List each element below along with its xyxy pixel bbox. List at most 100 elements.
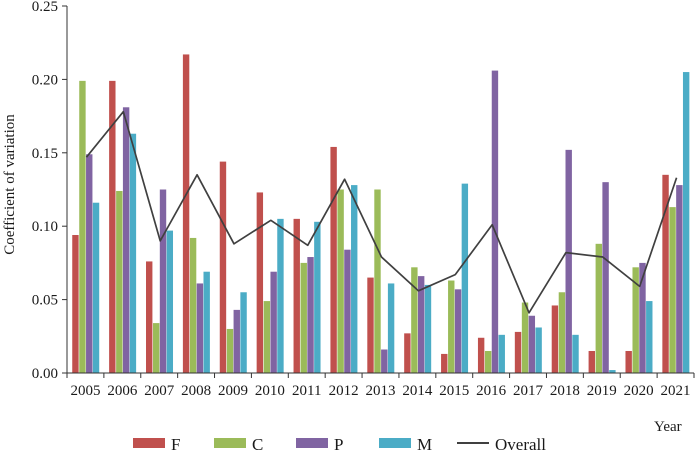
x-tick-label: 2020 (624, 383, 654, 399)
bar-P-2009 (233, 309, 240, 373)
y-tick-label: 0.25 (32, 0, 58, 15)
bar-C-2007 (153, 323, 160, 373)
bar-F-2014 (404, 333, 411, 373)
bar-M-2010 (277, 218, 284, 373)
bar-M-2021 (682, 72, 690, 373)
plot-area (72, 54, 690, 374)
legend-swatch-C (214, 438, 246, 448)
bar-C-2021 (669, 207, 676, 373)
bar-M-2007 (166, 230, 174, 373)
legend-swatch-P (296, 438, 328, 448)
x-axis-title: Year (654, 419, 682, 435)
bar-F-2013 (367, 277, 374, 373)
bar-M-2019 (609, 370, 616, 373)
x-tick-label: 2010 (255, 383, 285, 399)
bar-C-2015 (448, 280, 455, 373)
legend-swatch-F (133, 438, 165, 448)
y-tick-label: 0.15 (32, 146, 58, 162)
bar-C-2005 (79, 80, 86, 374)
bar-F-2018 (551, 305, 559, 373)
bar-M-2009 (240, 292, 247, 373)
bar-F-2008 (182, 54, 190, 373)
x-tick-label: 2006 (107, 383, 138, 399)
bar-F-2015 (441, 353, 448, 373)
bar-C-2011 (300, 262, 307, 373)
bar-P-2020 (639, 262, 646, 373)
x-tick-label: 2011 (292, 383, 321, 399)
bar-C-2013 (374, 189, 381, 373)
bar-M-2013 (387, 283, 395, 373)
bar-M-2020 (646, 301, 653, 373)
bar-C-2006 (116, 190, 123, 373)
x-tick-label: 2014 (402, 383, 433, 399)
x-tick-label: 2021 (661, 383, 691, 399)
bar-M-2006 (129, 133, 137, 373)
bar-P-2011 (307, 257, 314, 373)
bar-M-2018 (572, 334, 579, 373)
x-tick-label: 2016 (476, 383, 507, 399)
bar-P-2007 (159, 189, 167, 373)
bar-M-2015 (461, 183, 469, 373)
bar-P-2016 (491, 70, 499, 373)
bar-P-2014 (417, 276, 425, 373)
x-tick-label: 2007 (144, 383, 175, 399)
bar-P-2008 (196, 283, 204, 373)
x-tick-label: 2017 (513, 383, 544, 399)
bar-C-2020 (632, 267, 639, 373)
bar-F-2005 (72, 235, 79, 373)
x-tick-label: 2009 (218, 383, 248, 399)
bar-C-2019 (595, 243, 602, 373)
legend-label-M: M (417, 435, 432, 454)
bar-C-2012 (337, 189, 344, 373)
bar-M-2012 (351, 185, 358, 373)
x-tick-label: 2019 (587, 383, 617, 399)
bar-F-2012 (330, 146, 337, 373)
x-tick-label: 2013 (366, 383, 396, 399)
bar-M-2005 (92, 202, 100, 373)
bar-F-2019 (588, 350, 595, 373)
legend-label-P: P (334, 435, 343, 454)
bar-C-2014 (411, 267, 418, 373)
bar-C-2009 (226, 328, 234, 373)
bar-C-2010 (263, 301, 271, 373)
bar-P-2019 (602, 182, 609, 373)
bar-M-2008 (203, 271, 210, 373)
y-axis-title: Coefficient of variation (2, 114, 18, 255)
bar-C-2016 (484, 350, 492, 373)
legend-label-Overall: Overall (495, 435, 546, 454)
bar-F-2006 (109, 80, 116, 374)
bar-C-2008 (189, 237, 197, 373)
x-tick-label: 2005 (70, 383, 100, 399)
bar-F-2020 (625, 350, 632, 373)
bar-F-2017 (514, 331, 522, 373)
legend: F C P M Overall (133, 435, 546, 454)
x-tick-label: 2012 (329, 383, 359, 399)
bar-F-2021 (662, 174, 669, 373)
legend-label-F: F (171, 435, 180, 454)
bar-P-2018 (565, 149, 572, 373)
x-tick-label: 2018 (550, 383, 580, 399)
bar-P-2012 (344, 249, 351, 373)
bar-P-2013 (381, 349, 388, 373)
x-tick-label: 2008 (181, 383, 211, 399)
y-tick-label: 0.10 (32, 219, 58, 235)
x-tick-label: 2015 (439, 383, 469, 399)
bar-M-2017 (535, 327, 542, 373)
bar-P-2005 (86, 154, 93, 373)
bar-P-2021 (676, 185, 683, 373)
legend-label-C: C (252, 435, 263, 454)
bar-P-2017 (528, 315, 536, 373)
bar-C-2018 (558, 292, 566, 373)
legend-swatch-M (379, 438, 411, 448)
bar-M-2011 (314, 221, 321, 373)
line-overall (85, 110, 678, 314)
bar-P-2006 (122, 107, 130, 373)
y-tick-label: 0.00 (32, 366, 58, 382)
bar-P-2015 (454, 289, 462, 373)
bar-P-2010 (270, 271, 277, 373)
y-tick-label: 0.05 (32, 293, 58, 309)
bar-F-2007 (146, 261, 153, 373)
y-tick-label: 0.20 (32, 72, 58, 88)
axes: 0.00 0.05 0.10 0.15 0.20 0.25 2005 2006 2007 2008… (32, 0, 695, 399)
